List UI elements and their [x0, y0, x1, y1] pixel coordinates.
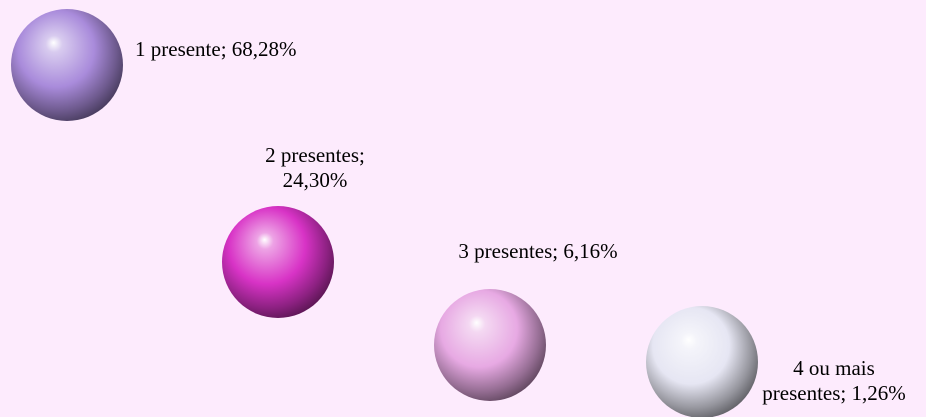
bubble-4 — [646, 306, 758, 417]
data-label-4: 4 ou mais presentes; 1,26% — [762, 356, 905, 405]
data-label-1: 1 presente; 68,28% — [135, 37, 297, 61]
bubble-3 — [434, 289, 546, 401]
bubble-1 — [11, 9, 123, 121]
data-label-3: 3 presentes; 6,16% — [458, 239, 617, 263]
bubble-group — [11, 9, 758, 417]
bubble-2 — [222, 206, 334, 318]
label-group: 1 presente; 68,28% 2 presentes; 24,30% 3 pr… — [135, 37, 906, 405]
data-label-2: 2 presentes; 24,30% — [265, 143, 365, 192]
